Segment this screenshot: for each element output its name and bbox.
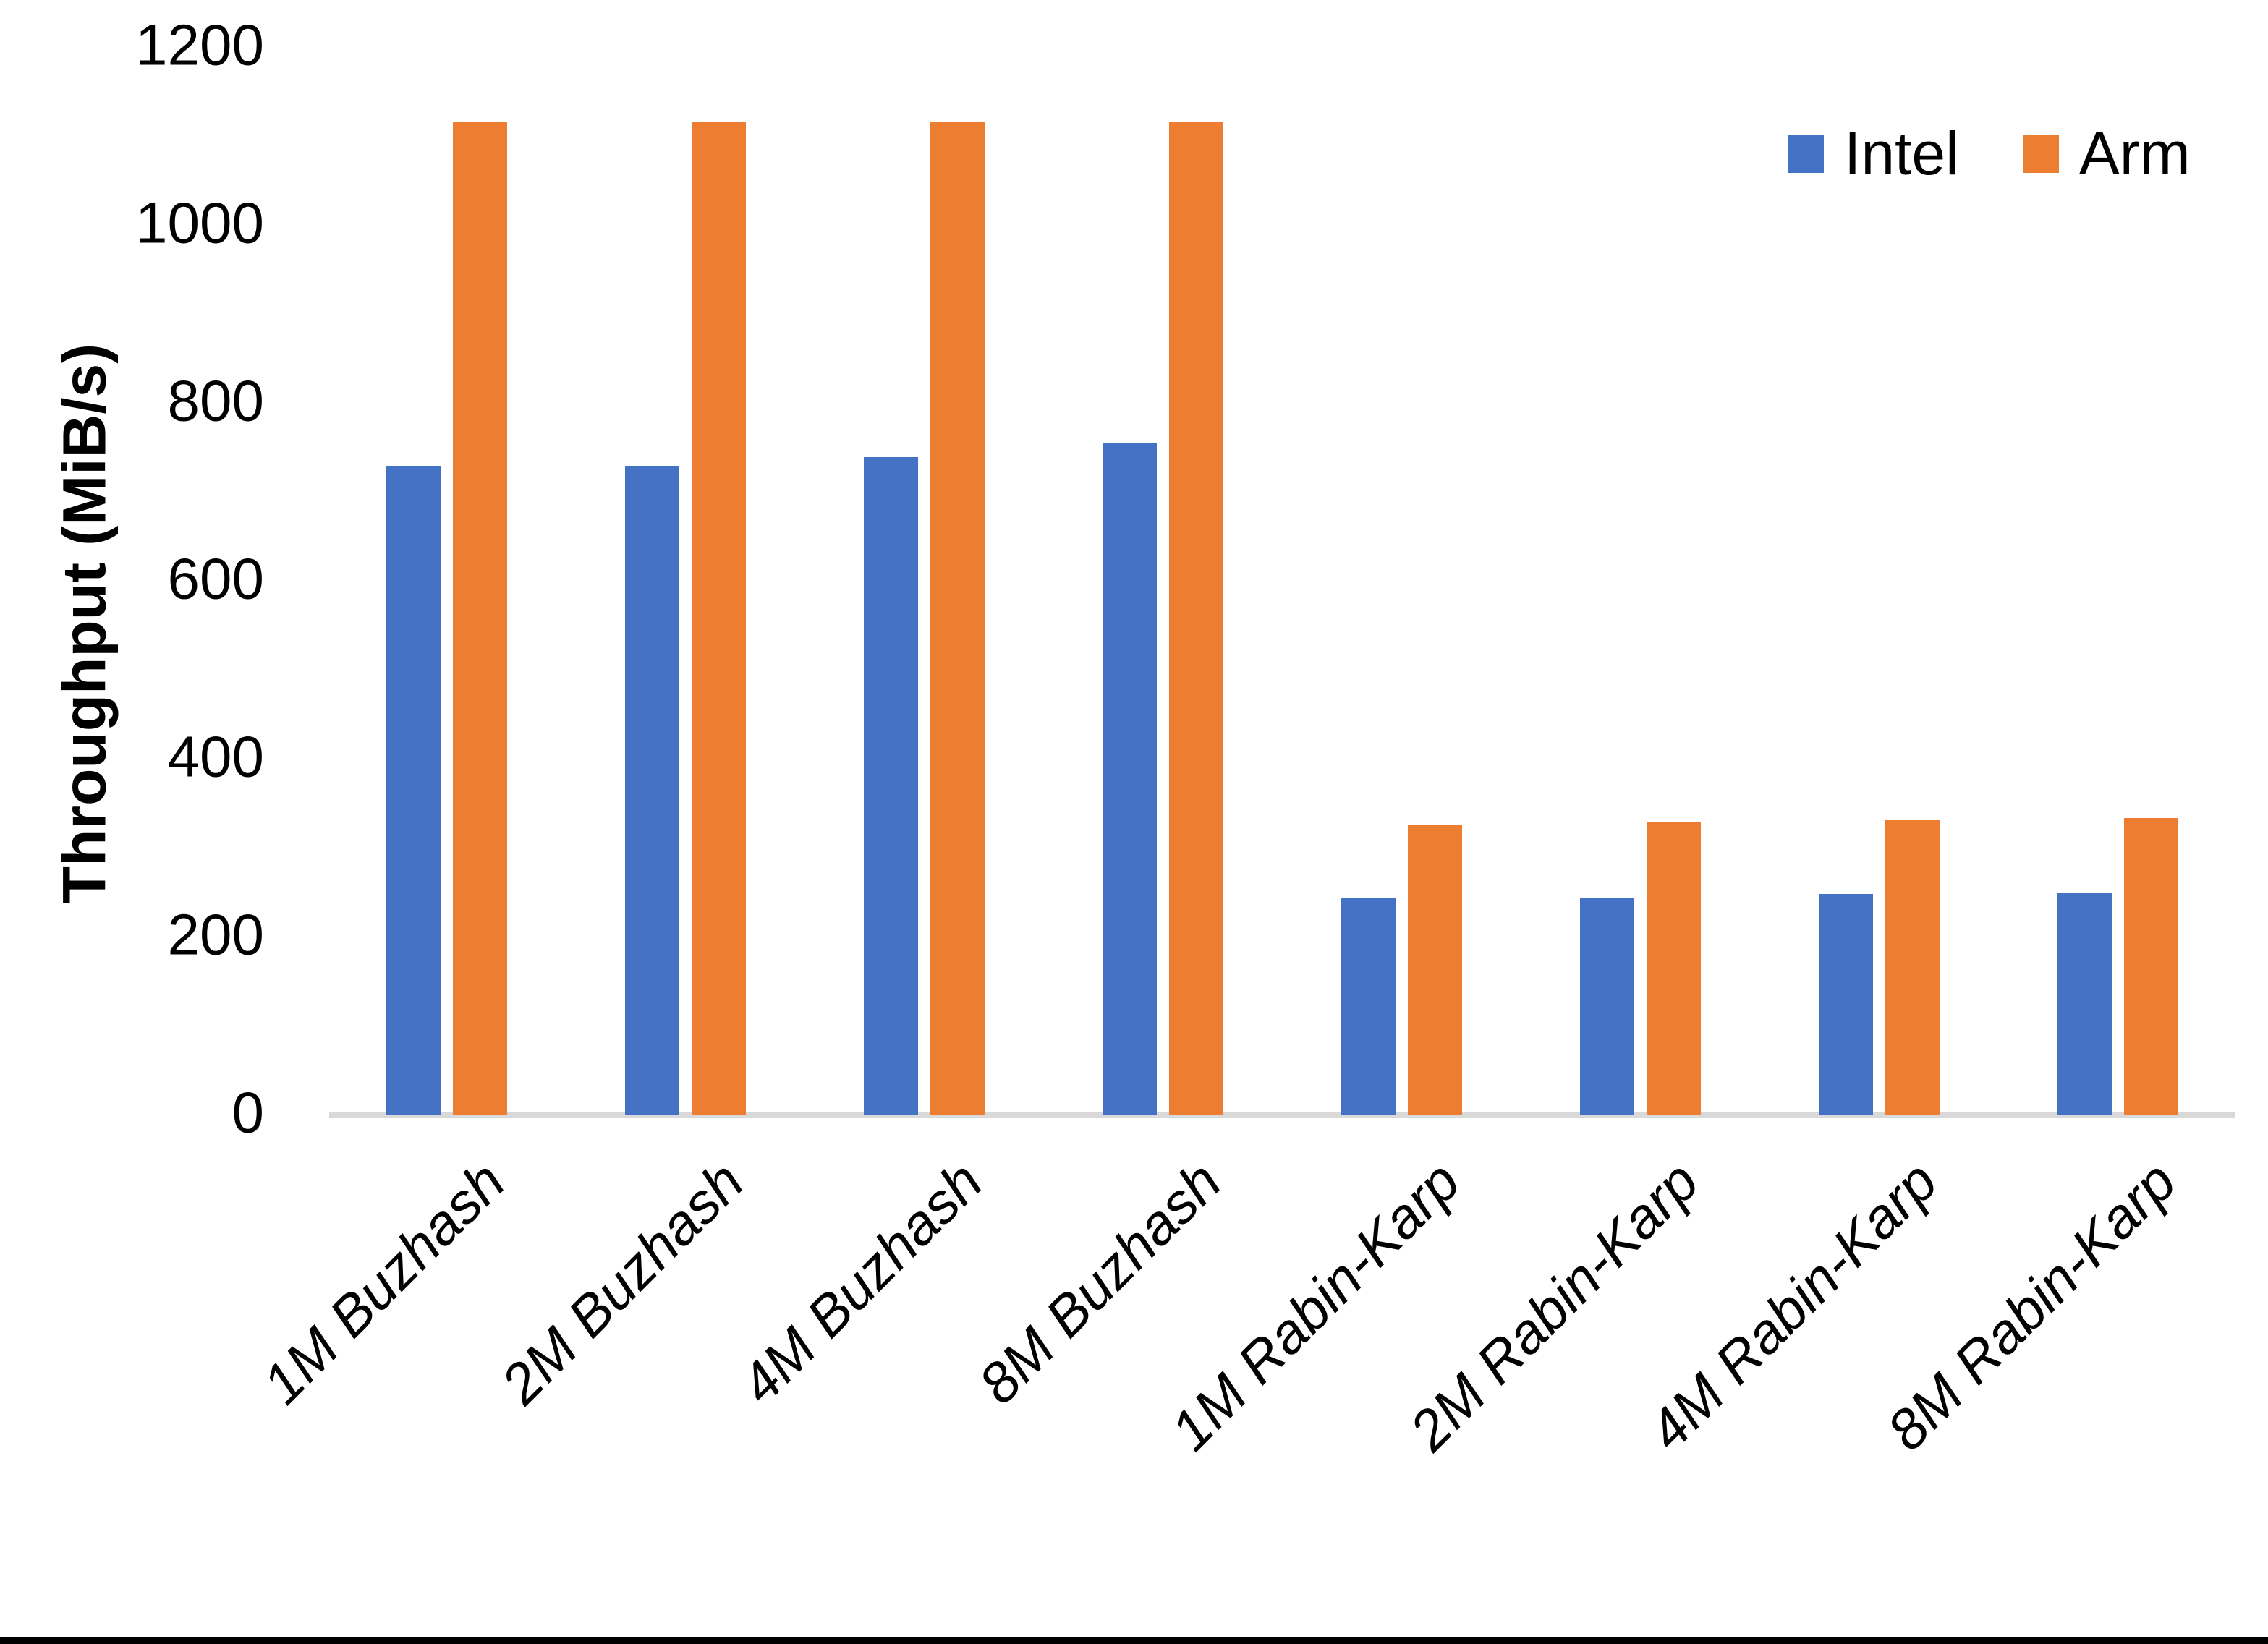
bar-arm-1m-buzhash: [452, 122, 507, 1115]
legend: Intel Arm: [1788, 123, 2191, 184]
x-category-label-2m-buzhash: 2M Buzhash: [489, 1149, 756, 1416]
bar-arm-2m-rabin-karp: [1646, 822, 1701, 1115]
legend-item-arm: Arm: [2022, 119, 2191, 187]
x-category-label-1m-buzhash: 1M Buzhash: [250, 1149, 517, 1416]
bar-arm-8m-buzhash: [1168, 122, 1223, 1115]
y-tick-label: 200: [167, 902, 264, 967]
x-category-label-4m-buzhash: 4M Buzhash: [728, 1149, 995, 1416]
bar-arm-4m-buzhash: [930, 122, 985, 1115]
bar-arm-8m-rabin-karp: [2123, 818, 2178, 1115]
legend-item-intel: Intel: [1788, 123, 1959, 184]
bar-intel-8m-buzhash: [1102, 443, 1157, 1115]
x-category-label-8m-buzhash: 8M Buzhash: [967, 1149, 1233, 1416]
bar-intel-8m-rabin-karp: [2057, 893, 2112, 1115]
bar-arm-1m-rabin-karp: [1407, 825, 1462, 1115]
legend-label: Intel: [1844, 119, 1959, 187]
bar-arm-2m-buzhash: [691, 122, 746, 1115]
y-axis-title: Throughput (MiB/s): [50, 343, 119, 904]
y-tick-label: 1200: [135, 12, 264, 77]
bar-arm-4m-rabin-karp: [1885, 820, 1940, 1115]
bar-intel-4m-buzhash: [863, 457, 918, 1115]
y-tick-label: 600: [167, 546, 264, 611]
legend-swatch-arm: [2022, 134, 2059, 173]
bar-intel-1m-buzhash: [386, 466, 441, 1115]
y-tick-label: 400: [167, 724, 264, 789]
y-tick-label: 1000: [135, 190, 264, 255]
y-tick-label: 0: [232, 1080, 265, 1145]
bar-intel-2m-buzhash: [624, 466, 679, 1115]
bar-intel-4m-rabin-karp: [1818, 894, 1873, 1115]
bottom-edge-bar: [0, 1637, 2268, 1644]
bar-intel-2m-rabin-karp: [1579, 898, 1634, 1115]
bar-intel-1m-rabin-karp: [1341, 898, 1396, 1115]
y-tick-label: 800: [167, 368, 264, 433]
legend-swatch-intel: [1788, 134, 1824, 173]
legend-label: Arm: [2078, 119, 2191, 187]
x-axis-line: [329, 1112, 2235, 1118]
